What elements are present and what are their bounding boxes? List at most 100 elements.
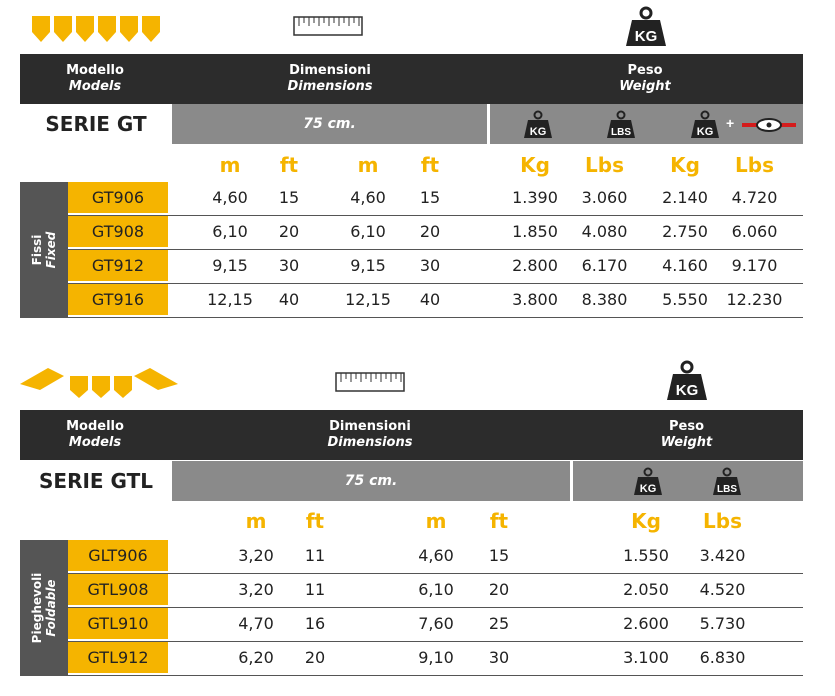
section-serie-gtl: KG Modello Models Dimensioni Dimensions … xyxy=(0,356,835,696)
table-header: Modello Models Dimensioni Dimensions Pes… xyxy=(20,54,803,104)
header-dimensions-it: Dimensioni xyxy=(289,63,371,78)
unit-kg: Kg xyxy=(631,509,661,533)
length-ft: 40 xyxy=(419,290,441,309)
length-ft: 15 xyxy=(419,188,441,207)
hitch-icon xyxy=(742,118,796,132)
length-ft: 30 xyxy=(488,648,510,667)
header-dimensions: Dimensioni Dimensions xyxy=(170,54,490,104)
unit-lbs: Lbs xyxy=(585,153,624,177)
header-weight: Peso Weight xyxy=(570,410,803,460)
ruler-icon xyxy=(335,372,405,392)
weight-lbs: 3.060 xyxy=(581,188,628,207)
units-row: m ft m ft Kg Lbs Kg Lbs xyxy=(0,150,835,180)
model-cell: GTL910 xyxy=(68,608,168,639)
weight-lbs-hitch: 6.060 xyxy=(731,222,778,241)
lbs-badge-icon: LBS xyxy=(607,110,635,138)
unit-ft: ft xyxy=(279,153,299,177)
side-label-it: Fissi xyxy=(30,234,44,266)
weight-kg: 2.050 xyxy=(623,580,669,599)
width-m: 3,20 xyxy=(238,580,274,599)
band-divider xyxy=(570,461,573,501)
length-ft: 20 xyxy=(488,580,510,599)
series-title: SERIE GT xyxy=(45,112,147,136)
model-cell: GT908 xyxy=(68,216,168,247)
unit-ft: ft xyxy=(305,509,325,533)
unit-lbs: Lbs xyxy=(735,153,774,177)
width-m: 6,10 xyxy=(212,222,248,241)
weight-lbs: 4.080 xyxy=(581,222,628,241)
length-ft: 20 xyxy=(419,222,441,241)
header-weight-it: Peso xyxy=(668,419,704,434)
length-m: 12,15 xyxy=(345,290,391,309)
header-dimensions-it: Dimensioni xyxy=(329,419,411,434)
width-m: 4,70 xyxy=(238,614,274,633)
side-label-fixed: Fissi Fixed xyxy=(20,182,68,318)
table-row: GTL912 6,20 20 9,10 30 3.100 6.830 xyxy=(68,642,803,676)
weight-lbs: 3.420 xyxy=(699,546,746,565)
table-row: GT912 9,15 30 9,15 30 2.800 6.170 4.160 … xyxy=(68,250,803,284)
weight-kg: 3.100 xyxy=(623,648,669,667)
header-weight: Peso Weight xyxy=(487,54,803,104)
unit-m: m xyxy=(357,153,379,177)
length-m: 9,15 xyxy=(350,256,386,275)
svg-text:KG: KG xyxy=(635,28,658,45)
weight-kg: 1.550 xyxy=(623,546,669,565)
weight-kg: 2.600 xyxy=(623,614,669,633)
side-label-it: Pieghevoli xyxy=(30,572,44,644)
units-row: m ft m ft Kg Lbs xyxy=(0,506,835,536)
header-models: Modello Models xyxy=(20,410,170,460)
weight-kg-hitch: 5.550 xyxy=(662,290,708,309)
unit-ft: ft xyxy=(420,153,440,177)
width-m: 3,20 xyxy=(238,546,274,565)
svg-text:LBS: LBS xyxy=(717,484,737,495)
side-label-text: Fissi Fixed xyxy=(30,232,58,269)
length-m: 6,10 xyxy=(418,580,454,599)
lbs-badge-icon: LBS xyxy=(713,467,741,495)
weight-lbs: 5.730 xyxy=(699,614,746,633)
weight-badges: KG LBS xyxy=(573,461,803,501)
length-m: 6,10 xyxy=(350,222,386,241)
kg-badge-icon: KG xyxy=(634,467,662,495)
weight-lbs: 6.170 xyxy=(581,256,628,275)
table-row: GTL908 3,20 11 6,10 20 2.050 4.520 xyxy=(68,574,803,608)
weight-kg-hitch: 4.160 xyxy=(662,256,708,275)
fixed-blades-icon xyxy=(32,16,160,42)
model-cell: GLT906 xyxy=(68,540,168,571)
width-m: 6,20 xyxy=(238,648,274,667)
header-dimensions: Dimensioni Dimensions xyxy=(170,410,570,460)
side-label-en: Fixed xyxy=(44,231,58,269)
length-m: 7,60 xyxy=(418,614,454,633)
header-dimensions-en: Dimensions xyxy=(287,79,373,94)
unit-kg: Kg xyxy=(520,153,550,177)
table-row: GTL910 4,70 16 7,60 25 2.600 5.730 xyxy=(68,608,803,642)
series-band: SERIE GT 75 cm. KG LBS KG + xyxy=(20,104,803,144)
length-ft: 30 xyxy=(419,256,441,275)
header-weight-en: Weight xyxy=(660,435,713,450)
svg-text:LBS: LBS xyxy=(611,127,631,138)
model-cell: GT912 xyxy=(68,250,168,281)
svg-text:KG: KG xyxy=(640,483,657,495)
weight-kg-icon: KG xyxy=(667,360,707,400)
series-title: SERIE GTL xyxy=(39,469,153,493)
unit-kg: Kg xyxy=(670,153,700,177)
weight-lbs-hitch: 12.230 xyxy=(726,290,783,309)
unit-m: m xyxy=(425,509,447,533)
width-m: 4,60 xyxy=(212,188,248,207)
width-ft: 20 xyxy=(304,648,326,667)
unit-ft: ft xyxy=(489,509,509,533)
unit-m: m xyxy=(245,509,267,533)
weight-lbs-hitch: 4.720 xyxy=(731,188,778,207)
side-label-foldable: Pieghevoli Foldable xyxy=(20,540,68,676)
weight-lbs: 4.520 xyxy=(699,580,746,599)
header-models-it: Modello xyxy=(66,419,124,434)
width-ft: 30 xyxy=(278,256,300,275)
table-row: GT908 6,10 20 6,10 20 1.850 4.080 2.750 … xyxy=(68,216,803,250)
weight-kg-icon: KG xyxy=(626,6,666,46)
ruler-icon xyxy=(293,16,363,36)
band-divider xyxy=(487,104,490,144)
plus-sign: + xyxy=(726,115,735,131)
svg-text:KG: KG xyxy=(697,126,714,138)
model-cell: GTL912 xyxy=(68,642,168,673)
model-cell: GTL908 xyxy=(68,574,168,605)
weight-kg-hitch: 2.140 xyxy=(662,188,708,207)
